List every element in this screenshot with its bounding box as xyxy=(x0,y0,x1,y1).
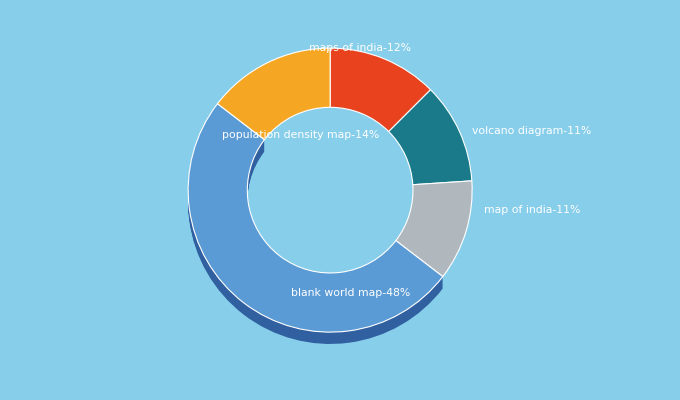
Wedge shape xyxy=(188,105,443,334)
Wedge shape xyxy=(218,48,330,140)
Wedge shape xyxy=(188,116,443,344)
Wedge shape xyxy=(188,109,443,338)
Text: population density map-14%: population density map-14% xyxy=(222,130,379,140)
Wedge shape xyxy=(188,106,443,335)
Wedge shape xyxy=(188,108,443,337)
Wedge shape xyxy=(396,181,472,276)
Text: blank world map-48%: blank world map-48% xyxy=(290,288,410,298)
Text: map of india-11%: map of india-11% xyxy=(484,205,580,215)
Wedge shape xyxy=(188,114,443,343)
Wedge shape xyxy=(188,104,443,332)
Wedge shape xyxy=(188,107,443,336)
Wedge shape xyxy=(188,114,443,342)
Text: volcano diagram-11%: volcano diagram-11% xyxy=(472,126,592,136)
Wedge shape xyxy=(188,104,443,332)
Text: maps of india-12%: maps of india-12% xyxy=(309,43,411,53)
Wedge shape xyxy=(389,90,472,185)
Wedge shape xyxy=(188,112,443,341)
Wedge shape xyxy=(188,110,443,339)
Wedge shape xyxy=(330,48,430,132)
Wedge shape xyxy=(188,111,443,340)
